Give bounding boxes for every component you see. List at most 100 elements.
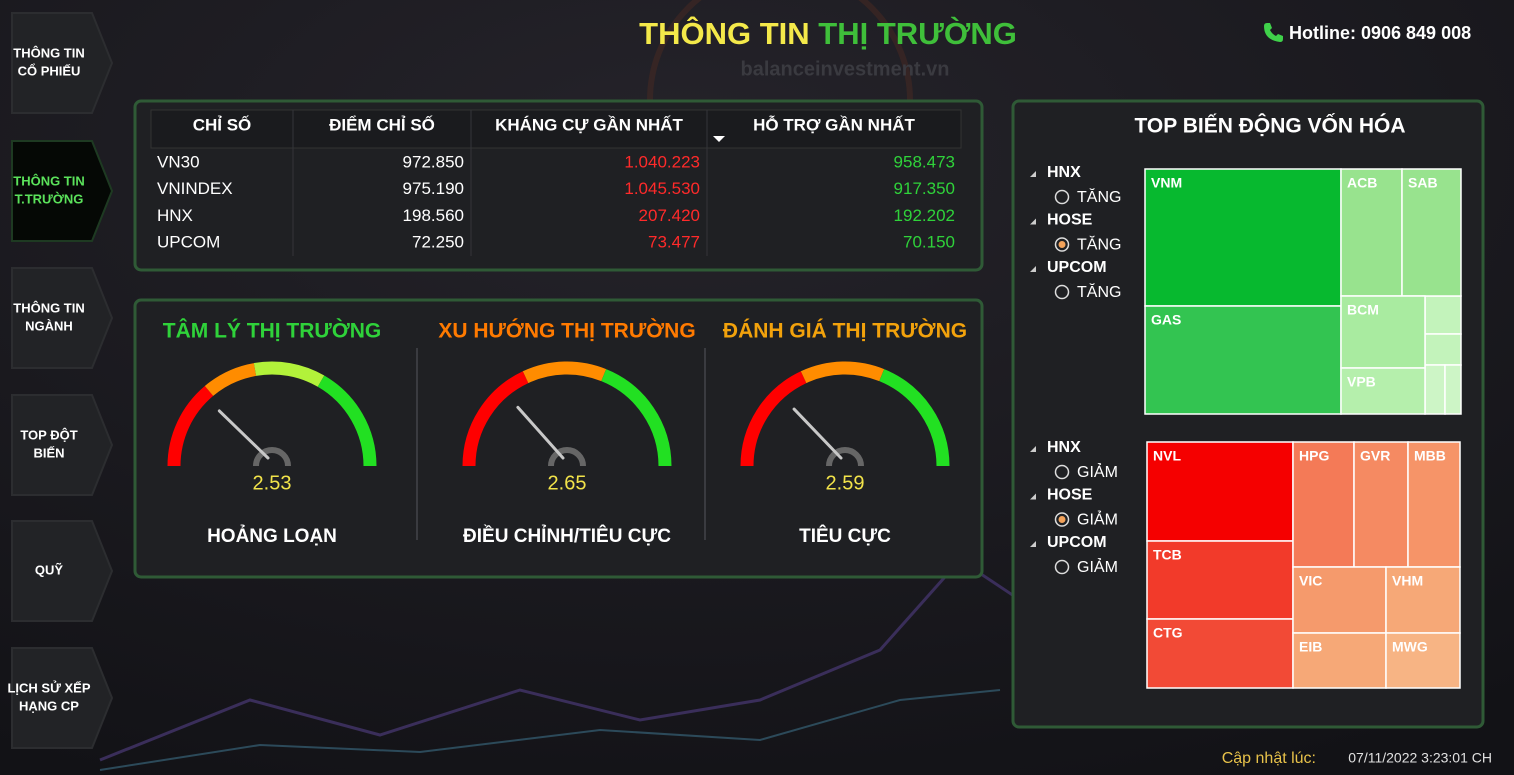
tile-rect [1146, 540, 1294, 620]
sort-icon [713, 136, 725, 142]
tile-label: GVR [1360, 448, 1390, 464]
treemap-tile[interactable]: VNM [1144, 168, 1342, 307]
radio-dot [1058, 241, 1066, 248]
gauge-hub [548, 447, 586, 467]
nav-tab[interactable]: QUỸ [11, 520, 114, 622]
treemap-tile[interactable]: CTG [1146, 618, 1294, 689]
radio [1054, 559, 1070, 575]
treemap-tile[interactable]: GAS [1144, 305, 1342, 415]
table-cell: 1.045.530 [624, 179, 700, 198]
nav-tab[interactable]: THÔNG TIN T.TRƯỜNG [11, 140, 114, 242]
title-part: THỊ TRƯỜNG [818, 15, 1017, 51]
filter-option-label: TĂNG [1077, 235, 1121, 254]
treemap-title: TOP BIẾN ĐỘNG VỐN HÓA [1134, 114, 1405, 138]
filter-option-label: TĂNG [1077, 187, 1121, 206]
page-title: THÔNG TIN THỊ TRƯỜNG [639, 15, 1017, 51]
gauge-hub [826, 447, 864, 467]
table-cell: 198.560 [403, 206, 464, 225]
gauge-arc [204, 363, 257, 397]
gauge-arc [601, 369, 672, 467]
gauge-title: ĐÁNH GIÁ THỊ TRƯỜNG [723, 319, 967, 343]
nav-tab[interactable]: THÔNG TIN CỔ PHIẾU [11, 12, 114, 114]
tile-rect [1424, 295, 1462, 335]
nav-tab-label: THÔNG TIN [13, 45, 85, 60]
tile-rect [1340, 295, 1426, 369]
nav-tab-shape [11, 520, 114, 622]
table-cell: 917.350 [894, 179, 955, 198]
tile-label: VNM [1151, 175, 1182, 191]
filter-exchange: HNX [1047, 439, 1081, 456]
tile-label: SAB [1408, 175, 1438, 191]
treemap-tile[interactable]: TCB [1146, 540, 1294, 620]
gauge-status: HOẢNG LOẠN [207, 525, 337, 547]
tile-rect [1401, 168, 1462, 297]
gauge-title: TÂM LÝ THỊ TRƯỜNG [163, 319, 381, 343]
watermark: balanceinvestment.vn [741, 58, 950, 80]
treemap-tile[interactable]: VPB [1340, 367, 1426, 415]
column-header: ĐIỂM CHỈ SỐ [329, 114, 435, 134]
tile-rect [1444, 364, 1462, 415]
nav-tab-label: CỔ PHIẾU [18, 63, 81, 78]
treemap-tile[interactable]: MWG [1385, 632, 1461, 689]
filter-option[interactable]: GIẢM [1054, 557, 1118, 576]
gauge-arc [462, 371, 529, 467]
gauge-hub [253, 447, 291, 467]
filter-option[interactable]: TĂNG [1054, 282, 1122, 301]
table-cell: VNINDEX [157, 179, 233, 198]
filter-option-label: TĂNG [1077, 282, 1121, 301]
gauge-value: 2.53 [253, 472, 292, 494]
title-part: THÔNG TIN [639, 15, 810, 51]
filter-option[interactable]: TĂNG [1054, 187, 1122, 206]
tile-label: MWG [1392, 639, 1428, 655]
table-cell: 72.250 [412, 233, 464, 252]
expand-icon [1030, 218, 1036, 225]
nav-tab[interactable]: TOP ĐỘT BIẾN [11, 394, 114, 496]
tile-label: NVL [1153, 448, 1181, 464]
tile-rect [1385, 566, 1461, 634]
filter-option[interactable]: GIẢM [1054, 462, 1118, 481]
gauge-arc [800, 361, 885, 384]
tile-rect [1407, 441, 1461, 568]
treemap-tile[interactable]: EIB [1292, 632, 1387, 689]
filter-exchange: HOSE [1047, 487, 1093, 504]
filter-exchange: UPCOM [1047, 534, 1107, 551]
gauge-status: ĐIỀU CHỈNH/TIÊU CỰC [463, 525, 671, 547]
tile-rect [1146, 618, 1294, 689]
treemap-tile[interactable]: GVR [1353, 441, 1409, 568]
nav-tab[interactable]: LỊCH SỬ XẾP HẠNG CP [7, 647, 114, 749]
filter-option[interactable]: GIẢM [1054, 510, 1118, 529]
gauge-arc [522, 361, 607, 384]
gauge-needle [217, 409, 270, 460]
nav-tab[interactable]: THÔNG TIN NGÀNH [11, 267, 114, 369]
radio [1054, 464, 1070, 480]
treemap-tile[interactable]: BCM [1340, 295, 1426, 369]
tile-rect [1146, 441, 1294, 542]
bg-decoration [99, 689, 1001, 771]
table-cell: 975.190 [403, 179, 464, 198]
tile-label: TCB [1153, 547, 1182, 563]
filter-option-label: GIẢM [1077, 510, 1118, 529]
treemap-tile[interactable]: SAB [1401, 168, 1462, 297]
nav-tab-shape [11, 140, 114, 242]
nav-tab-label: TOP ĐỘT [20, 427, 77, 442]
nav-tab-label: HẠNG CP [19, 698, 79, 713]
treemap-tile[interactable]: MBB [1407, 441, 1461, 568]
treemap-tile[interactable]: ACB [1340, 168, 1403, 297]
table-header [150, 109, 962, 149]
tile-label: HPG [1299, 448, 1329, 464]
filter-option[interactable]: TĂNG [1054, 235, 1122, 254]
tile-label: CTG [1153, 625, 1183, 641]
column-header: HỖ TRỢ GẦN NHẤT [753, 115, 915, 134]
tile-label: VIC [1299, 573, 1322, 589]
radio [1054, 512, 1070, 527]
tile-rect [1353, 441, 1409, 568]
gauge-value: 2.65 [548, 472, 587, 494]
radio [1054, 237, 1070, 252]
gauge-arc [317, 375, 377, 467]
treemap-tile[interactable]: VIC [1292, 566, 1387, 634]
treemap-tile[interactable]: VHM [1385, 566, 1461, 634]
treemap-tile[interactable]: HPG [1292, 441, 1355, 568]
gauge-panel [133, 298, 984, 579]
treemap-tile[interactable]: NVL [1146, 441, 1294, 542]
